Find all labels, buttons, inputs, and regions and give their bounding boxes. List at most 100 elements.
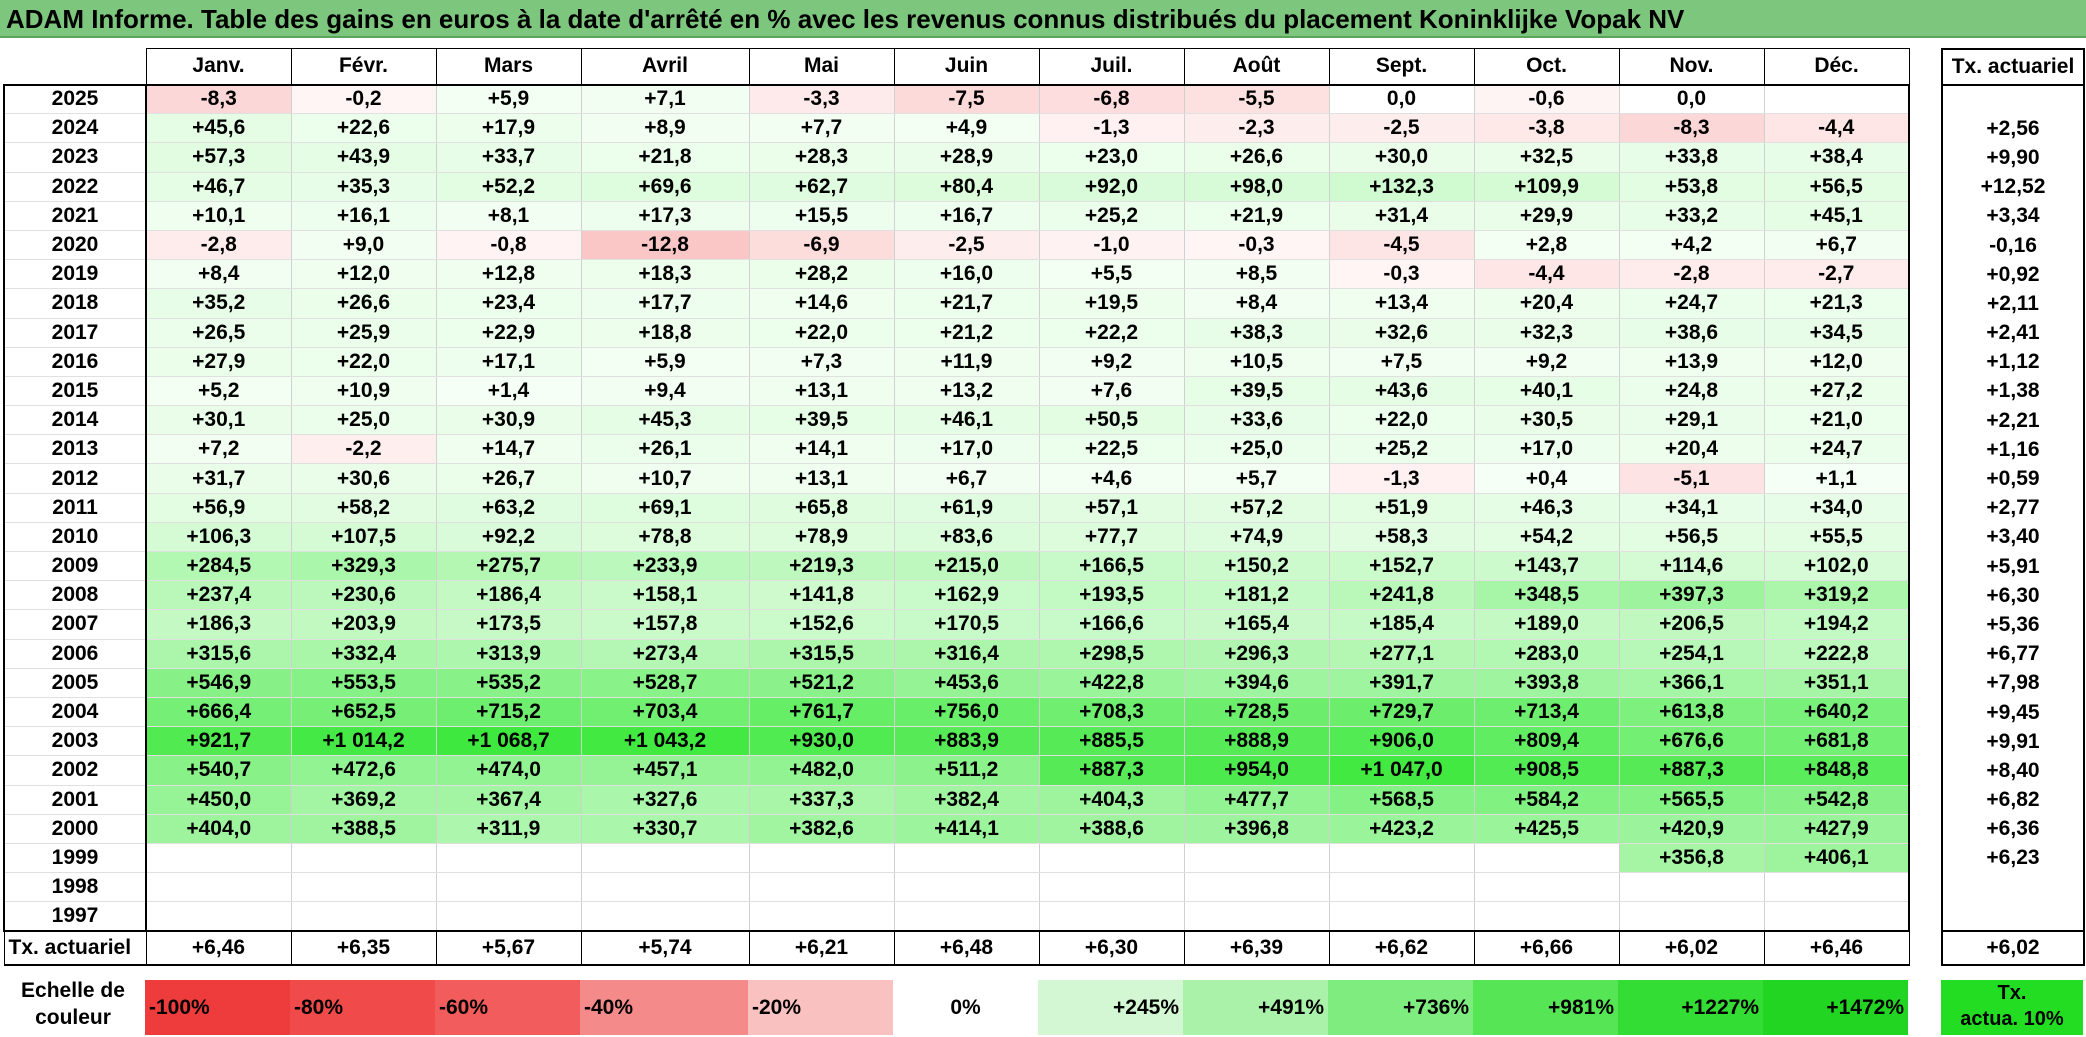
gain-cell: +25,2 (1038, 201, 1185, 231)
gain-cell: -2,2 (290, 434, 437, 465)
gain-cell: +22,9 (435, 318, 582, 348)
gain-cell: +173,5 (435, 609, 582, 640)
gain-cell: +14,6 (748, 288, 895, 319)
year-label: 1999 (3, 843, 147, 874)
gain-cell: +17,9 (435, 113, 582, 144)
color-scale-cell: +736% (1328, 980, 1473, 1035)
color-scale-cell: +245% (1038, 980, 1183, 1035)
gain-cell: +528,7 (580, 668, 750, 698)
table-row: 2006 +315,6 +332,4 +313,9 +273,4 +315,5 +316,4… (3, 639, 1910, 669)
gain-cell: +53,8 (1618, 172, 1765, 202)
gain-cell: +908,5 (1473, 755, 1620, 786)
gain-cell: +22,0 (1328, 405, 1475, 436)
gain-cell: +17,0 (1473, 434, 1620, 465)
gain-cell: +27,2 (1763, 376, 1910, 407)
actuarial-total-cell: +6,21 (748, 929, 895, 966)
gain-cell: +369,2 (290, 785, 437, 815)
gain-cell: +193,5 (1038, 580, 1185, 611)
gain-cell: +15,5 (748, 201, 895, 231)
year-label: 2013 (3, 434, 147, 465)
gain-cell: +887,3 (1618, 755, 1765, 786)
gain-cell: +114,6 (1618, 551, 1765, 582)
gain-cell: +10,7 (580, 463, 750, 494)
month-header: Nov. (1618, 48, 1765, 86)
table-row: 2017 +26,5 +25,9 +22,9 +18,8 +22,0 +21,2 +22,2 +… (3, 318, 1910, 348)
gain-cell: +170,5 (893, 609, 1040, 640)
gain-cell: -8,3 (145, 84, 292, 115)
table-row: 1998 (3, 872, 1910, 903)
gain-cell: +565,5 (1618, 785, 1765, 815)
table-row: 2005 +546,9 +553,5 +535,2 +528,7 +521,2 +453,6… (3, 668, 1910, 698)
gain-cell (580, 843, 750, 874)
color-scale-cell: +491% (1183, 980, 1328, 1035)
gain-cell: -12,8 (580, 230, 750, 261)
gain-cell: +474,0 (435, 755, 582, 786)
gain-cell: +420,9 (1618, 814, 1765, 844)
gain-cell: +30,0 (1328, 142, 1475, 173)
actuarial-rate-cell: +3,40 (1941, 522, 2085, 552)
gain-cell: +24,8 (1618, 376, 1765, 407)
gain-cell: +313,9 (435, 639, 582, 669)
gain-cell: -2,8 (145, 230, 292, 261)
actuarial-total-row: Tx. actuariel +6,46 +6,35 +5,67 +5,74 +6,21 +6… (3, 929, 1910, 966)
gain-cell: +166,6 (1038, 609, 1185, 640)
gain-cell: +273,4 (580, 639, 750, 669)
gain-cell: +729,7 (1328, 697, 1475, 728)
gain-cell: +98,0 (1183, 172, 1330, 202)
gain-cell: +284,5 (145, 551, 292, 582)
color-scale-target-line1: Tx. (1997, 982, 2027, 1004)
header-corner (4, 48, 146, 86)
gain-cell: +26,6 (1183, 142, 1330, 173)
month-header: Sept. (1328, 48, 1475, 86)
gain-cell: +391,7 (1328, 668, 1475, 698)
gain-cell: +22,5 (1038, 434, 1185, 465)
gain-cell (1618, 901, 1765, 932)
gain-cell: -0,2 (290, 84, 437, 115)
gain-cell: +327,6 (580, 785, 750, 815)
gain-cell: +16,7 (893, 201, 1040, 231)
gain-cell: +181,2 (1183, 580, 1330, 611)
gain-cell: +39,5 (748, 405, 895, 436)
year-label: 1998 (3, 872, 147, 903)
year-label: 2010 (3, 522, 147, 553)
gain-cell: +26,7 (435, 463, 582, 494)
gain-cell: +11,9 (893, 347, 1040, 377)
gain-cell: +756,0 (893, 697, 1040, 728)
color-scale-cell: +1227% (1618, 980, 1763, 1035)
gain-cell (893, 872, 1040, 903)
gain-cell: +4,9 (893, 113, 1040, 144)
gain-cell: +51,9 (1328, 493, 1475, 523)
gain-cell: +50,5 (1038, 405, 1185, 436)
gain-cell (748, 843, 895, 874)
gain-cell: +27,9 (145, 347, 292, 377)
gain-cell: +143,7 (1473, 551, 1620, 582)
gain-cell: +34,5 (1763, 318, 1910, 348)
gain-cell (1183, 901, 1330, 932)
gain-cell: +315,6 (145, 639, 292, 669)
actuarial-total-cell: +6,35 (290, 929, 437, 966)
actuarial-rate-cell: +2,11 (1941, 289, 2085, 319)
actuarial-rate-cell: +9,90 (1941, 143, 2085, 173)
gain-cell: -7,5 (893, 84, 1040, 115)
gain-cell (145, 843, 292, 874)
table-row: 2013 +7,2 -2,2 +14,7 +26,1 +14,1 +17,0 +22,5 +25… (3, 434, 1910, 465)
actuarial-rate-cell: +1,12 (1941, 347, 2085, 377)
gain-cell: +315,5 (748, 639, 895, 669)
gain-cell: +6,7 (893, 463, 1040, 494)
actuarial-rate-cell: +6,23 (1941, 843, 2085, 874)
gain-cell: +13,4 (1328, 288, 1475, 319)
color-scale-cell: -40% (580, 980, 748, 1035)
color-scale-target: Tx. actua. 10% (1941, 980, 2083, 1035)
gain-cell (893, 901, 1040, 932)
gain-cell: +296,3 (1183, 639, 1330, 669)
gain-cell: +30,9 (435, 405, 582, 436)
gain-cell: +367,4 (435, 785, 582, 815)
gain-cell: +219,3 (748, 551, 895, 582)
gain-cell: +78,8 (580, 522, 750, 553)
gain-cell: +13,1 (748, 376, 895, 407)
actuarial-total-overall: +6,02 (1941, 930, 2085, 967)
gain-cell: -5,5 (1183, 84, 1330, 115)
gain-cell: +1 014,2 (290, 726, 437, 757)
year-label: 2001 (3, 785, 147, 815)
gain-cell: +77,7 (1038, 522, 1185, 553)
